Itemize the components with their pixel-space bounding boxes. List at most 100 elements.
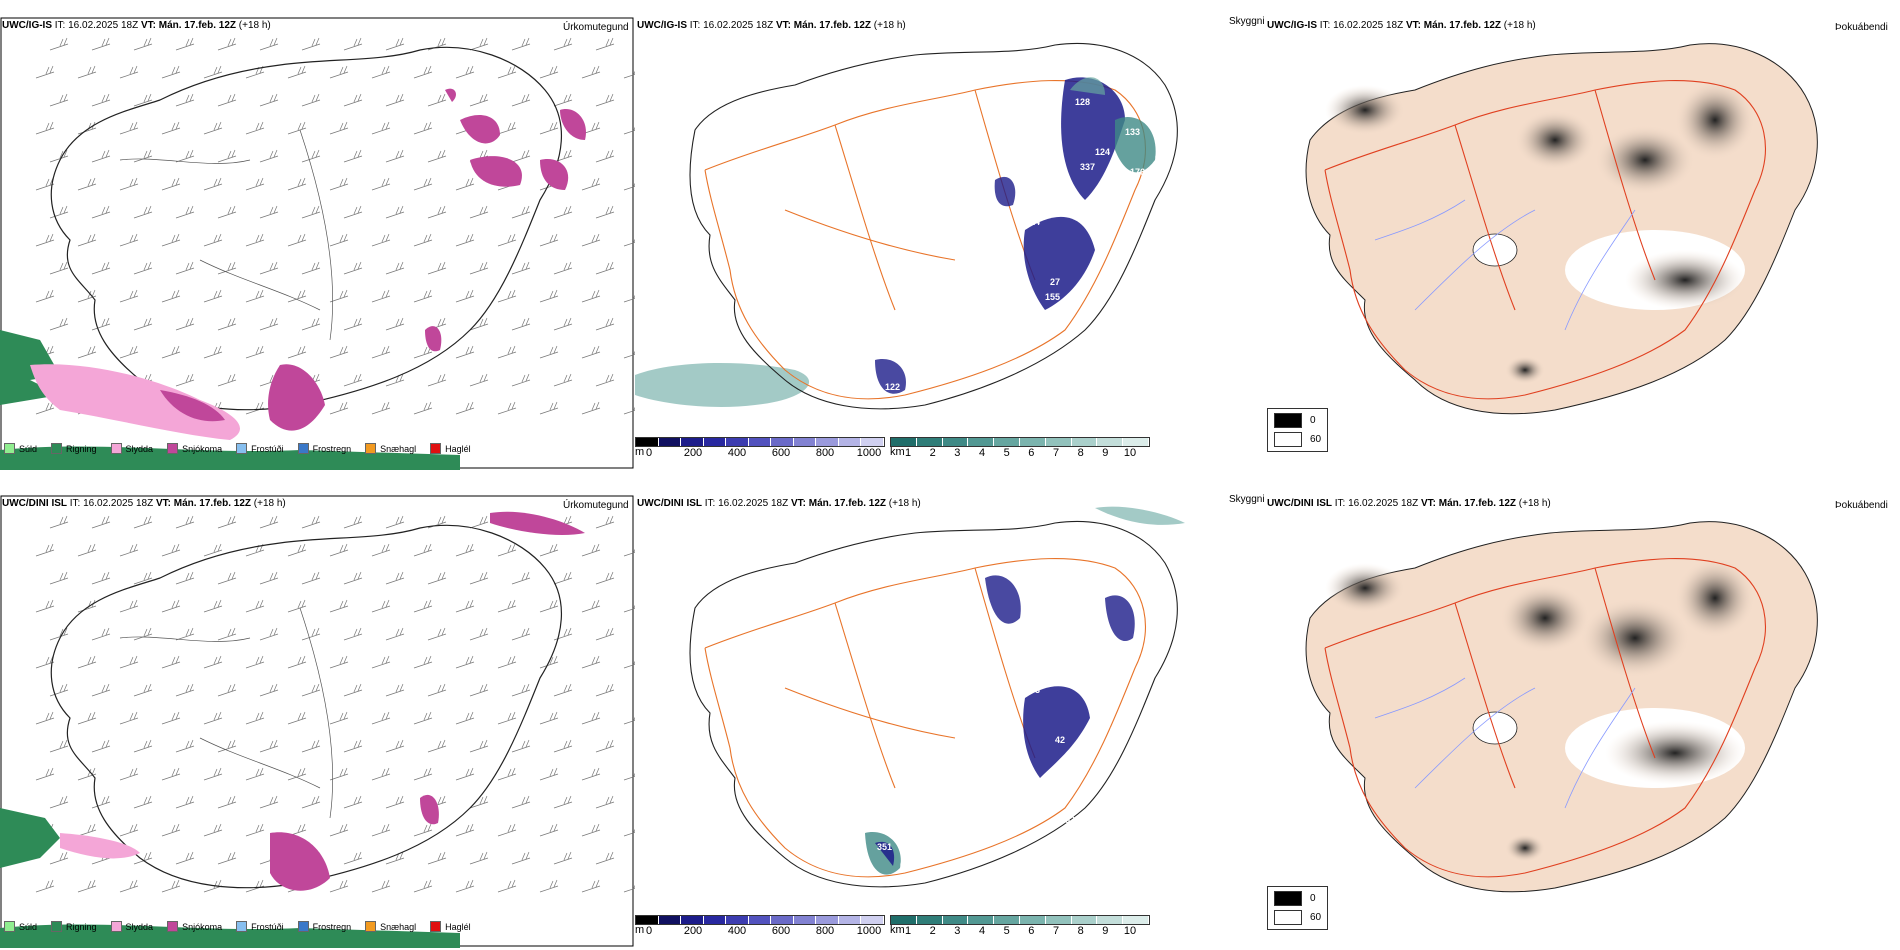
wind-barb	[203, 65, 223, 79]
wind-barb	[371, 767, 391, 781]
wind-barb	[329, 121, 349, 135]
legend-label: 0	[1310, 893, 1316, 904]
legend-swatch	[1274, 910, 1302, 925]
wind-barb	[329, 599, 349, 613]
wind-barb	[133, 739, 153, 753]
wind-barb	[581, 289, 601, 303]
colorbar-segment	[1045, 916, 1072, 924]
wind-barb	[511, 795, 531, 809]
panel-title: Þokuábendi	[1835, 22, 1888, 33]
colorbar-segment	[681, 916, 704, 924]
wind-barb	[49, 795, 69, 809]
legend-item: Snjókoma	[167, 443, 222, 454]
legend-label: Frostúði	[251, 443, 284, 454]
wind-barb	[161, 823, 181, 837]
wind-barb	[245, 401, 265, 415]
legend-item: Snæhagl	[365, 443, 416, 454]
wind-barb	[553, 373, 573, 387]
legend-swatch	[297, 443, 309, 454]
wind-barb	[385, 795, 405, 809]
ceiling-value-label: 42	[1055, 735, 1065, 745]
it-label: IT:	[54, 20, 66, 31]
wind-barb	[301, 571, 321, 585]
colorbar-tick: 2	[929, 447, 936, 459]
legend-swatch	[167, 921, 179, 932]
wind-barb	[245, 823, 265, 837]
vt-value: Mán. 17.feb. 12Z	[158, 20, 236, 31]
ceiling-unit: m	[635, 924, 645, 936]
panel-title: Úrkomutegund	[563, 22, 629, 33]
colorbar-segment	[658, 438, 682, 446]
ceiling-value-label: 13	[915, 620, 925, 630]
wind-barb	[161, 233, 181, 247]
wind-barb	[455, 823, 475, 837]
wind-barb	[245, 289, 265, 303]
ceiling-value-label: 69	[1110, 725, 1120, 735]
lead-time: (+18 h)	[888, 498, 921, 509]
wind-barb	[581, 345, 601, 359]
wind-barb	[427, 93, 447, 107]
wind-barb	[259, 317, 279, 331]
wind-barb	[175, 149, 195, 163]
wind-barb	[413, 711, 433, 725]
wind-barb	[49, 851, 69, 865]
wind-barb	[217, 515, 237, 529]
wind-barb	[175, 93, 195, 107]
legend-item: Frostúði	[236, 443, 284, 454]
wind-barb	[455, 879, 475, 893]
wind-barb	[161, 65, 181, 79]
wind-barb	[301, 93, 321, 107]
wind-barb	[497, 767, 517, 781]
wind-barb	[119, 599, 139, 613]
model-name: UWC/IG-IS	[1267, 20, 1317, 31]
colorbar-segment	[838, 916, 862, 924]
ceiling-value-label: 27	[1050, 277, 1060, 287]
wind-barb	[343, 851, 363, 865]
legend-item: Snæhagl	[365, 921, 416, 932]
wind-barb	[217, 317, 237, 331]
wind-barb	[287, 543, 307, 557]
wind-barb	[371, 823, 391, 837]
wind-barb	[287, 655, 307, 669]
wind-barb	[35, 289, 55, 303]
wind-barb	[469, 739, 489, 753]
fog-map	[1305, 521, 1818, 893]
wind-barb	[497, 711, 517, 725]
wind-barb	[77, 121, 97, 135]
wind-barb	[259, 261, 279, 275]
wind-barb	[581, 177, 601, 191]
wind-barb	[413, 599, 433, 613]
legend-item: Rigning	[51, 921, 97, 932]
wind-barb	[259, 571, 279, 585]
ceiling-value-label: 60	[1155, 152, 1165, 162]
visibility-panel-top: UWC/IG-IS IT: 16.02.2025 18Z VT: Mán. 17…	[635, 10, 1265, 470]
legend-label: 60	[1310, 434, 1322, 445]
legend-swatch	[167, 443, 179, 454]
wind-barb	[77, 177, 97, 191]
colorbar-segment	[1123, 438, 1149, 446]
wind-barb	[385, 317, 405, 331]
wind-barb	[581, 543, 601, 557]
wind-barb	[175, 851, 195, 865]
wind-barb	[595, 627, 615, 641]
wind-barb	[175, 627, 195, 641]
it-label: IT:	[689, 20, 701, 31]
wind-barb	[329, 345, 349, 359]
wind-barb	[581, 711, 601, 725]
colorbar-tick: 600	[771, 925, 791, 937]
wind-barb	[301, 37, 321, 51]
legend-label: 60	[1310, 912, 1322, 923]
wind-barb	[385, 93, 405, 107]
wind-barb	[343, 317, 363, 331]
colorbar-segment	[1071, 438, 1098, 446]
panel-title: Úrkomutegund	[563, 500, 629, 511]
wind-barb	[217, 37, 237, 51]
wind-barb	[371, 65, 391, 79]
wind-barb	[91, 627, 111, 641]
iceland-outline	[50, 46, 562, 411]
colorbar-segment	[636, 438, 659, 446]
wind-barb	[511, 93, 531, 107]
wind-barb	[553, 683, 573, 697]
ceiling-value-label: 128	[1075, 97, 1090, 107]
wind-barb	[329, 401, 349, 415]
